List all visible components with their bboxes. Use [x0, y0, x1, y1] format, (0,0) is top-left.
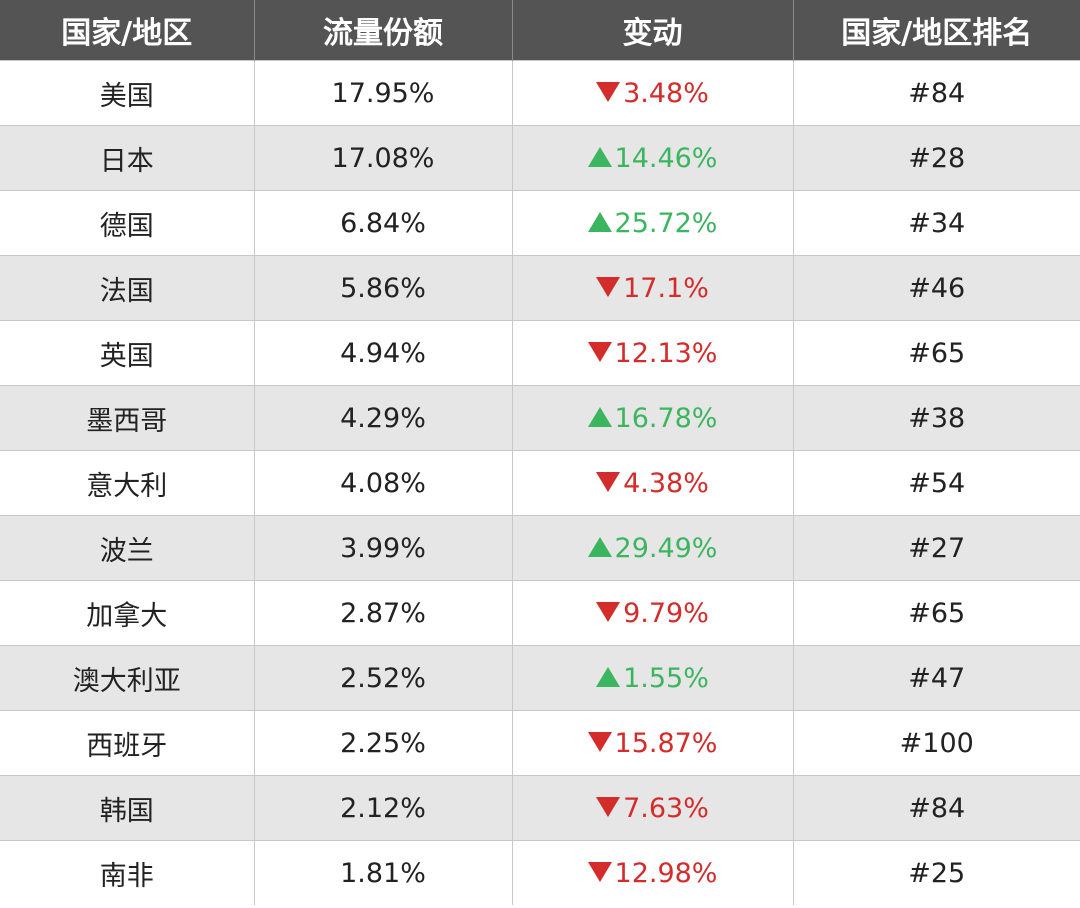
- traffic-share-cell: 3.99%: [253, 515, 512, 581]
- change-cell: 16.78%: [511, 385, 793, 451]
- header-row: 国家/地区 流量份额 变动 国家/地区排名: [0, 0, 1080, 61]
- country-cell: 德国: [0, 190, 254, 256]
- country-rank-cell: #34: [792, 190, 1080, 256]
- traffic-share-cell: 2.52%: [253, 645, 512, 711]
- country-rank-cell: #84: [792, 775, 1080, 841]
- change-value: 15.87%: [614, 727, 718, 759]
- traffic-share-cell: 2.87%: [253, 580, 512, 646]
- triangle-up-icon: [587, 407, 612, 427]
- table-row: 澳大利亚 2.52% 1.55% #47: [0, 645, 1080, 711]
- change-cell: 15.87%: [511, 710, 793, 776]
- country-cell: 法国: [0, 255, 254, 321]
- change-cell: 3.48%: [511, 60, 793, 126]
- triangle-down-icon: [596, 602, 621, 622]
- triangle-down-icon: [596, 277, 621, 297]
- country-cell: 波兰: [0, 515, 254, 581]
- triangle-down-icon: [596, 797, 621, 817]
- country-rank-cell: #65: [792, 320, 1080, 386]
- change-cell: 25.72%: [511, 190, 793, 256]
- header-country: 国家/地区: [0, 0, 254, 61]
- country-rank-cell: #28: [792, 125, 1080, 191]
- triangle-up-icon: [587, 147, 612, 167]
- traffic-share-cell: 4.29%: [253, 385, 512, 451]
- traffic-share-cell: 4.94%: [253, 320, 512, 386]
- change-value: 4.38%: [623, 467, 709, 499]
- change-value: 12.13%: [614, 337, 718, 369]
- traffic-share-cell: 1.81%: [253, 840, 512, 905]
- change-value: 1.55%: [623, 662, 709, 694]
- country-rank-cell: #54: [792, 450, 1080, 516]
- table-row: 西班牙 2.25% 15.87% #100: [0, 710, 1080, 776]
- country-cell: 南非: [0, 840, 254, 905]
- change-cell: 29.49%: [511, 515, 793, 581]
- change-cell: 14.46%: [511, 125, 793, 191]
- triangle-down-icon: [596, 82, 621, 102]
- change-value: 3.48%: [623, 77, 709, 109]
- table-row: 德国 6.84% 25.72% #34: [0, 190, 1080, 256]
- country-cell: 意大利: [0, 450, 254, 516]
- header-change: 变动: [511, 0, 793, 61]
- country-cell: 加拿大: [0, 580, 254, 646]
- country-rank-cell: #84: [792, 60, 1080, 126]
- table-row: 意大利 4.08% 4.38% #54: [0, 450, 1080, 516]
- country-cell: 西班牙: [0, 710, 254, 776]
- change-value: 9.79%: [623, 597, 709, 629]
- country-rank-cell: #65: [792, 580, 1080, 646]
- triangle-down-icon: [596, 472, 621, 492]
- traffic-share-cell: 6.84%: [253, 190, 512, 256]
- country-rank-cell: #27: [792, 515, 1080, 581]
- table-row: 南非 1.81% 12.98% #25: [0, 840, 1080, 905]
- country-rank-cell: #46: [792, 255, 1080, 321]
- header-country-rank: 国家/地区排名: [792, 0, 1080, 61]
- triangle-up-icon: [587, 212, 612, 232]
- change-cell: 12.13%: [511, 320, 793, 386]
- triangle-down-icon: [587, 732, 612, 752]
- table-row: 加拿大 2.87% 9.79% #65: [0, 580, 1080, 646]
- change-value: 29.49%: [614, 532, 718, 564]
- traffic-share-cell: 2.25%: [253, 710, 512, 776]
- header-traffic-share: 流量份额: [253, 0, 512, 61]
- country-cell: 澳大利亚: [0, 645, 254, 711]
- change-value: 7.63%: [623, 792, 709, 824]
- table-header: 国家/地区 流量份额 变动 国家/地区排名: [0, 0, 1080, 61]
- traffic-share-cell: 17.08%: [253, 125, 512, 191]
- country-rank-cell: #100: [792, 710, 1080, 776]
- table-row: 英国 4.94% 12.13% #65: [0, 320, 1080, 386]
- triangle-up-icon: [596, 667, 621, 687]
- country-rank-cell: #47: [792, 645, 1080, 711]
- change-value: 14.46%: [614, 142, 718, 174]
- table-body: 美国 17.95% 3.48% #84 日本 17.08% 14.46% #28 德国 6.84%…: [0, 60, 1080, 905]
- change-value: 25.72%: [614, 207, 718, 239]
- triangle-down-icon: [587, 342, 612, 362]
- change-value: 17.1%: [623, 272, 709, 304]
- country-cell: 日本: [0, 125, 254, 191]
- country-cell: 美国: [0, 60, 254, 126]
- triangle-up-icon: [587, 537, 612, 557]
- change-cell: 9.79%: [511, 580, 793, 646]
- table-row: 波兰 3.99% 29.49% #27: [0, 515, 1080, 581]
- change-cell: 1.55%: [511, 645, 793, 711]
- change-cell: 12.98%: [511, 840, 793, 905]
- change-value: 12.98%: [614, 857, 718, 889]
- country-rank-cell: #38: [792, 385, 1080, 451]
- change-cell: 7.63%: [511, 775, 793, 841]
- table-row: 韩国 2.12% 7.63% #84: [0, 775, 1080, 841]
- traffic-share-cell: 2.12%: [253, 775, 512, 841]
- country-rank-cell: #25: [792, 840, 1080, 905]
- triangle-down-icon: [587, 862, 612, 882]
- country-cell: 墨西哥: [0, 385, 254, 451]
- traffic-share-cell: 5.86%: [253, 255, 512, 321]
- table-row: 墨西哥 4.29% 16.78% #38: [0, 385, 1080, 451]
- table-row: 美国 17.95% 3.48% #84: [0, 60, 1080, 126]
- table-row: 法国 5.86% 17.1% #46: [0, 255, 1080, 321]
- change-value: 16.78%: [614, 402, 718, 434]
- traffic-share-cell: 17.95%: [253, 60, 512, 126]
- traffic-share-cell: 4.08%: [253, 450, 512, 516]
- country-cell: 英国: [0, 320, 254, 386]
- change-cell: 4.38%: [511, 450, 793, 516]
- change-cell: 17.1%: [511, 255, 793, 321]
- table-row: 日本 17.08% 14.46% #28: [0, 125, 1080, 191]
- country-cell: 韩国: [0, 775, 254, 841]
